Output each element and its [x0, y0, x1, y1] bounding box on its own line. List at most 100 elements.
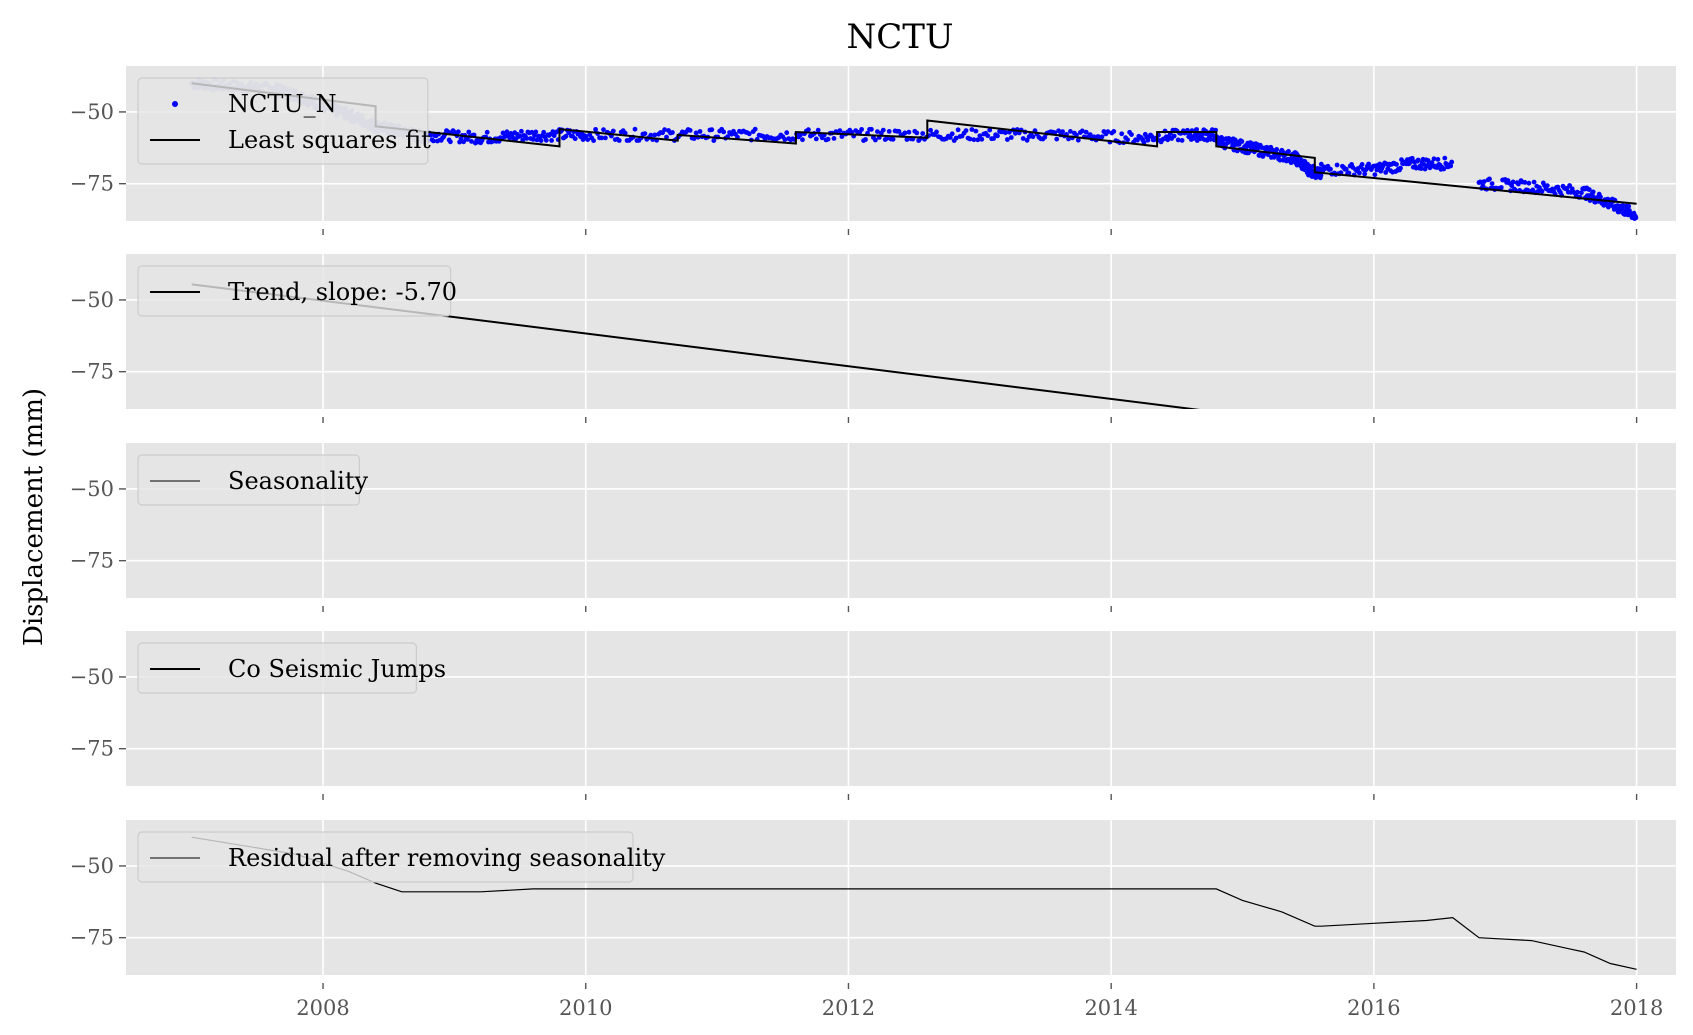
data-point: [1362, 171, 1368, 177]
data-point: [1175, 137, 1181, 143]
x-tick-label: 2010: [559, 996, 612, 1020]
data-point: [1087, 132, 1093, 138]
y-tick-label: −75: [70, 926, 114, 950]
panel-residual: −50 −75 2008 2010 2012 2014 2016 2018 Residual a…: [70, 820, 1676, 1020]
legend-marker: [172, 101, 178, 107]
legend-box: [137, 831, 634, 883]
data-point: [1318, 172, 1324, 178]
data-point: [906, 129, 912, 135]
x-tick-label: 2012: [822, 996, 875, 1020]
y-tick-label: −75: [70, 549, 114, 573]
legend-box: [137, 77, 429, 165]
data-point: [591, 138, 596, 144]
data-point: [955, 127, 961, 133]
data-point: [1194, 127, 1199, 132]
data-point: [642, 131, 648, 137]
data-point: [1435, 157, 1441, 162]
data-point: [610, 128, 616, 134]
x-tick-label: 2014: [1084, 996, 1137, 1020]
y-axis-label: Displacement (mm): [19, 388, 49, 646]
x-tick-label: 2008: [296, 996, 349, 1020]
data-point: [859, 126, 864, 132]
data-point: [1334, 162, 1340, 168]
data-point: [1516, 181, 1521, 187]
data-point: [1125, 137, 1130, 143]
x-tick-label: 2016: [1347, 996, 1400, 1020]
data-point: [1054, 136, 1060, 142]
data-point: [563, 133, 569, 139]
y-tick-label: −50: [70, 100, 114, 124]
data-point: [869, 126, 874, 132]
data-point: [784, 130, 790, 136]
data-point: [1409, 155, 1415, 161]
data-point: [934, 129, 939, 135]
data-point: [599, 135, 604, 141]
panel-trend: −50 −75 Trend, slope: -5.70: [70, 254, 1676, 423]
data-point: [1441, 166, 1447, 172]
data-point: [1510, 179, 1516, 185]
data-point: [1359, 162, 1365, 167]
data-point: [664, 134, 669, 140]
data-point: [967, 136, 973, 142]
data-point: [1171, 133, 1177, 139]
data-point: [1111, 129, 1117, 134]
data-point: [839, 134, 845, 140]
data-point: [461, 139, 466, 145]
data-point: [1477, 179, 1483, 185]
data-point: [1099, 134, 1105, 140]
data-point: [963, 128, 969, 134]
data-point: [1020, 136, 1026, 141]
data-point: [837, 128, 843, 134]
data-point: [1487, 176, 1492, 182]
data-point: [1179, 138, 1185, 143]
data-point: [1431, 156, 1437, 162]
data-point: [873, 137, 878, 143]
data-point: [524, 136, 529, 141]
data-point: [1522, 180, 1528, 185]
data-point: [1579, 190, 1584, 196]
data-point: [1239, 139, 1245, 144]
data-point: [815, 127, 821, 133]
legend-box: [137, 265, 452, 317]
data-point: [1328, 166, 1333, 172]
data-point: [593, 126, 598, 132]
data-point: [1598, 194, 1603, 200]
x-tick-label: 2018: [1610, 996, 1663, 1020]
data-point: [721, 129, 727, 135]
data-point: [549, 138, 554, 143]
axes-background: [126, 443, 1676, 598]
data-point: [1449, 159, 1455, 165]
data-point: [1531, 179, 1537, 185]
data-point: [746, 131, 752, 137]
data-point: [1075, 137, 1081, 143]
data-point: [711, 138, 717, 144]
legend-label: Residual after removing seasonality: [228, 844, 666, 872]
data-point: [928, 127, 933, 133]
series-line: [191, 82, 1637, 205]
data-point: [697, 129, 703, 134]
data-point: [1586, 187, 1592, 193]
data-point: [890, 136, 896, 142]
data-point: [979, 136, 985, 142]
data-point: [1567, 183, 1572, 188]
data-point: [904, 137, 910, 142]
data-point: [1498, 185, 1504, 190]
figure-title: NCTU: [846, 17, 953, 57]
data-point: [902, 130, 908, 136]
data-point: [1003, 130, 1008, 136]
legend-label: Seasonality: [228, 467, 368, 495]
data-point: [1060, 129, 1065, 135]
data-point: [687, 127, 693, 133]
data-point: [1398, 165, 1403, 171]
legend-label: Co Seismic Jumps: [228, 655, 446, 683]
data-point: [1105, 129, 1111, 135]
data-point: [652, 132, 658, 138]
data-point: [616, 138, 622, 143]
data-point: [693, 130, 699, 136]
data-point: [538, 138, 544, 144]
legend-label: NCTU_N: [228, 90, 337, 118]
data-point: [465, 137, 470, 142]
data-point: [1129, 132, 1134, 138]
data-point: [1481, 179, 1487, 184]
